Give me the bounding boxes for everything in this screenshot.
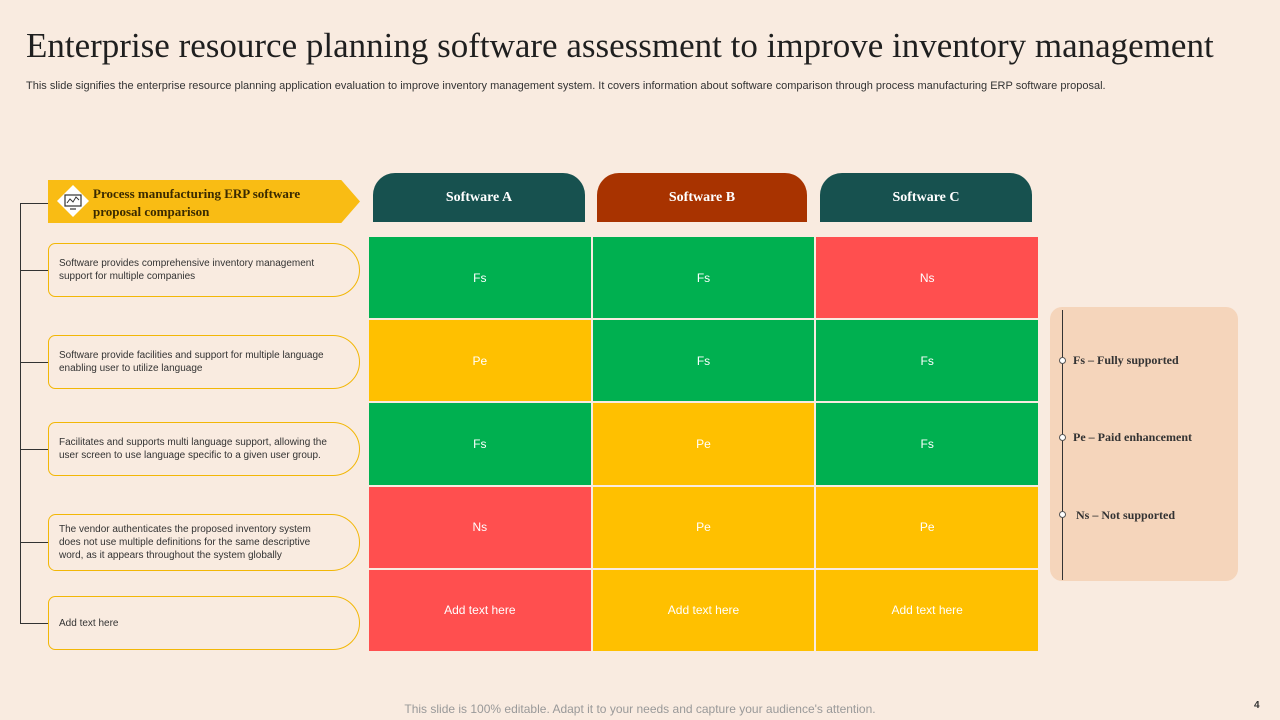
grid-cell: Fs bbox=[369, 403, 591, 485]
page-number: 4 bbox=[1254, 700, 1260, 711]
criterion-text: The vendor authenticates the proposed in… bbox=[59, 524, 311, 561]
comparison-grid: Fs Fs Ns Pe Fs Fs Fs Pe Fs Ns Pe Pe Add … bbox=[369, 237, 1038, 651]
grid-cell: Add text here bbox=[816, 569, 1038, 651]
tree-tick bbox=[20, 203, 48, 204]
legend-dot bbox=[1059, 357, 1066, 364]
criterion-text: Facilitates and supports multi language … bbox=[59, 437, 327, 461]
grid-cell: Ns bbox=[369, 486, 591, 568]
grid-cell: Pe bbox=[816, 486, 1038, 568]
grid-cell: Pe bbox=[592, 403, 815, 485]
criterion-text: Software provide facilities and support … bbox=[59, 350, 324, 374]
legend-dot bbox=[1059, 511, 1066, 518]
tree-tick bbox=[20, 542, 48, 543]
footer-note: This slide is 100% editable. Adapt it to… bbox=[404, 702, 876, 716]
legend-not-supported: Ns – Not supported bbox=[1076, 508, 1176, 522]
grid-cell: Ns bbox=[816, 237, 1038, 319]
legend-panel bbox=[1050, 307, 1238, 581]
header-software-b: Software B bbox=[597, 173, 807, 222]
banner-label: Process manufacturing ERP software propo… bbox=[93, 186, 301, 219]
grid-cell: Add text here bbox=[369, 569, 591, 651]
slide-title: Enterprise resource planning software as… bbox=[26, 26, 1214, 65]
tree-tick bbox=[20, 362, 48, 363]
grid-cell: Fs bbox=[816, 320, 1038, 402]
tree-tick bbox=[20, 270, 48, 271]
legend-paid-enhancement: Pe – Paid enhancement bbox=[1073, 430, 1192, 444]
slide-subtitle: This slide signifies the enterprise reso… bbox=[26, 80, 1106, 92]
comparison-banner bbox=[48, 180, 360, 223]
tree-tick bbox=[20, 449, 48, 450]
legend-dot bbox=[1059, 434, 1066, 441]
criterion-card: Software provides comprehensive inventor… bbox=[48, 243, 360, 297]
grid-cell: Fs bbox=[592, 237, 815, 319]
criterion-card: Facilitates and supports multi language … bbox=[48, 422, 360, 476]
legend-fully-supported: Fs – Fully supported bbox=[1073, 353, 1179, 367]
grid-cell: Fs bbox=[816, 403, 1038, 485]
grid-cell: Pe bbox=[592, 486, 815, 568]
header-software-c: Software C bbox=[820, 173, 1032, 222]
monitor-chart-icon bbox=[57, 185, 89, 217]
grid-cell: Add text here bbox=[592, 569, 815, 651]
criterion-card: Add text here bbox=[48, 596, 360, 650]
grid-cell: Pe bbox=[369, 320, 591, 402]
criterion-text: Add text here bbox=[59, 617, 119, 629]
grid-cell: Fs bbox=[592, 320, 815, 402]
legend-line bbox=[1062, 310, 1063, 580]
criterion-card: The vendor authenticates the proposed in… bbox=[48, 514, 360, 571]
criterion-card: Software provide facilities and support … bbox=[48, 335, 360, 389]
header-software-a: Software A bbox=[373, 173, 585, 222]
tree-tick bbox=[20, 623, 48, 624]
tree-connector-line bbox=[20, 203, 21, 623]
grid-cell: Fs bbox=[369, 237, 591, 319]
criterion-text: Software provides comprehensive inventor… bbox=[59, 258, 315, 282]
